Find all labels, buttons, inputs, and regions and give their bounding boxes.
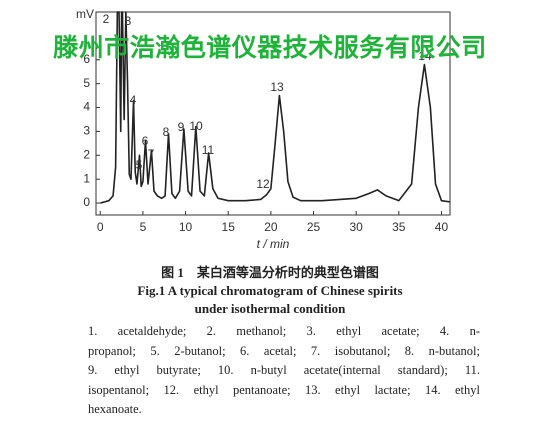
y-tick-label: 1 [83, 171, 90, 185]
plot-frame [95, 11, 451, 216]
y-axis-label: mV [76, 7, 94, 21]
peak-label: 2 [103, 12, 110, 26]
y-tick-label: 3 [83, 124, 90, 138]
legend-line: propanol; 5. 2-butanol; 6. acetal; 7. is… [88, 343, 480, 358]
watermark: 滕州市浩瀚色谱仪器技术服务有限公司 [53, 33, 487, 62]
y-tick-label: 0 [83, 195, 90, 209]
peak-label: 10 [189, 119, 203, 133]
x-tick-label: 40 [435, 220, 449, 234]
caption-en: Fig.1 A typical chromatogram of Chinese … [137, 283, 403, 298]
x-tick-label: 0 [97, 220, 104, 234]
peak-label: 3 [125, 14, 132, 28]
peak-label: 11 [202, 143, 215, 157]
y-tick-label: 5 [83, 76, 90, 90]
caption-cn: 图 1 某白酒等温分析时的典型色谱图 [161, 265, 379, 280]
peak-label: 12 [256, 177, 270, 191]
peak-label: 14 [418, 49, 432, 63]
legend-line: hexanoate. [88, 402, 142, 416]
chromatogram-trace [100, 11, 451, 204]
legend-line: isopentanol; 12. ethyl pentanoate; 13. e… [88, 382, 480, 397]
peak-label: 4 [130, 93, 137, 107]
peak-label: 8 [163, 125, 170, 139]
y-tick-label: 2 [83, 147, 90, 161]
x-tick-label: 30 [349, 220, 363, 234]
peak-label: 13 [270, 80, 284, 94]
peak-label: 7 [148, 147, 155, 161]
peak-label: 5 [136, 158, 143, 172]
x-tick-label: 5 [140, 220, 147, 234]
legend-text: 1. acetaldehyde; 2. methanol; 3. ethyl a… [88, 322, 480, 420]
legend-line: 1. acetaldehyde; 2. methanol; 3. ethyl a… [88, 324, 480, 338]
peak-label: 9 [178, 120, 185, 134]
y-tick-label: 6 [83, 52, 90, 66]
x-tick-label: 10 [179, 220, 193, 234]
x-tick-label: 15 [222, 220, 236, 234]
x-tick-label: 35 [392, 220, 406, 234]
caption-en: under isothermal condition [194, 301, 346, 316]
peak-label: 6 [142, 134, 149, 148]
x-tick-label: 20 [264, 220, 278, 234]
x-axis-label: t / min [257, 237, 290, 251]
legend-line: 9. ethyl butyrate; 10. n-butyl acetate(i… [88, 363, 480, 377]
y-tick-label: 4 [83, 100, 90, 114]
x-tick-label: 25 [307, 220, 321, 234]
